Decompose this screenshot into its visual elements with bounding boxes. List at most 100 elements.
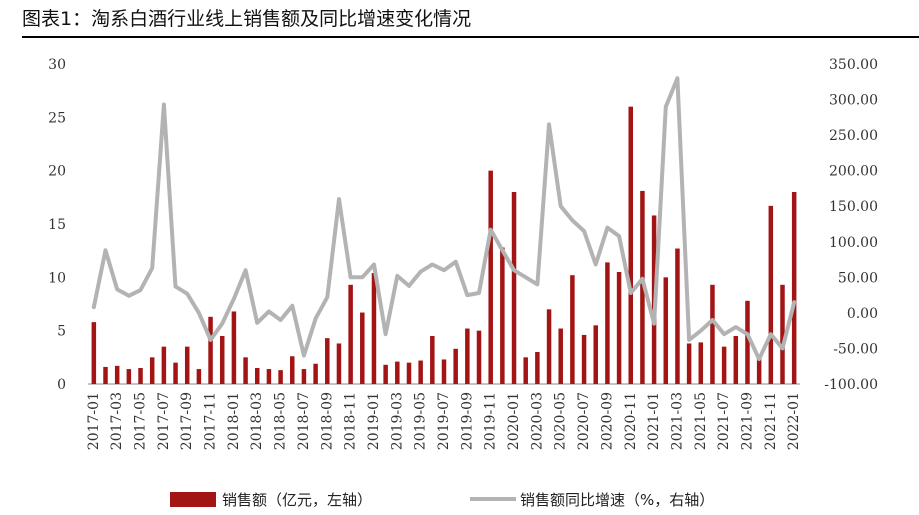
x-axis-tick: 2019-01 [366,392,382,450]
sales-bar [745,300,750,384]
sales-bar [546,309,552,384]
x-axis-tick: 2019-07 [436,392,452,450]
legend-line-label: 销售额同比增速（%，右轴） [520,491,714,509]
sales-bars [91,106,797,385]
sales-bar [581,334,587,384]
right-axis-tick: 300.00 [829,93,878,109]
x-axis-tick: 2021-05 [693,392,709,450]
x-axis-tick: 2017-01 [86,392,102,450]
sales-bar [91,322,97,384]
x-axis-tick: 2017-03 [109,392,125,450]
sales-bar [511,192,517,384]
sales-bar [500,247,505,384]
sales-bar [126,369,132,384]
sales-bar [570,275,575,384]
sales-bar [254,368,260,384]
chart-title: 图表1：淘系白酒行业线上销售额及同比增速变化情况 [22,8,472,30]
legend-bar-label: 销售额（亿元，左轴） [222,491,372,509]
sales-bar [208,316,213,384]
x-axis-tick: 2018-09 [319,392,335,450]
x-axis-tick: 2017-05 [133,392,149,450]
sales-bar [161,346,167,384]
sales-bar [453,348,458,384]
left-axis-tick: 15 [48,217,66,233]
sales-bar [698,342,704,384]
sales-bar [114,365,120,384]
right-axis-tick: 200.00 [829,164,878,180]
sales-bar [710,284,715,384]
sales-bar [266,369,272,384]
x-axis-tick: 2019-11 [483,392,499,450]
sales-bar [523,357,528,384]
right-axis-tick: 250.00 [829,128,878,144]
legend: 销售额（亿元，左轴） 销售额同比增速（%，右轴） [170,491,714,509]
x-axis-tick: 2020-03 [529,392,545,450]
x-axis-tick: 2021-07 [716,392,732,450]
sales-bar [278,370,283,384]
sales-bar [756,357,762,384]
x-axis-tick: 2021-01 [646,392,662,450]
sales-bar [301,369,307,384]
sales-bar [465,328,470,384]
x-axis-tick: 2021-09 [739,392,755,450]
sales-bar [476,330,482,384]
x-axis-tick: 2018-11 [343,392,359,450]
sales-bar [149,357,155,384]
x-axis: 2017-01 2017-03 2017-05 2017-07 2017-09 2017-… [86,392,802,450]
right-axis-tick: 100.00 [829,235,878,251]
chart-header: 图表1：淘系白酒行业线上销售额及同比增速变化情况 [0,0,919,40]
sales-bar [441,359,447,384]
x-axis-tick: 2018-07 [296,392,312,450]
x-axis-tick: 2019-09 [459,392,475,450]
x-axis-tick: 2020-11 [623,392,639,450]
sales-bar [406,362,412,384]
right-axis-tick: -50.00 [833,341,878,357]
sales-bar [348,284,353,384]
title-underline [22,36,919,38]
sales-bar [371,273,377,384]
sales-bar [675,248,680,384]
sales-bar [663,277,669,384]
left-axis-tick: 5 [57,324,66,340]
x-axis-tick: 2017-11 [203,392,219,450]
right-axis-tick: -100.00 [824,377,878,393]
sales-bar [558,328,563,384]
x-axis-tick: 2021-03 [669,392,685,450]
sales-bar [640,190,645,384]
right-axis-tick: 50.00 [838,270,878,286]
sales-bar [686,343,692,384]
x-axis-tick: 2018-01 [226,392,242,450]
sales-bar [605,262,610,384]
sales-bar [336,343,342,384]
sales-bar [196,369,202,384]
sales-bar [395,361,400,384]
sales-bar [721,346,727,384]
sales-bar [313,363,318,384]
sales-bar [780,284,785,384]
sales-bar [173,362,178,384]
left-axis-tick: 20 [48,164,66,180]
sales-bar [791,192,797,384]
sales-bar [231,311,237,384]
right-axis-tick: 350.00 [829,57,878,73]
x-axis-tick: 2019-05 [413,392,429,450]
growth-line [91,76,797,362]
x-axis-tick: 2020-07 [576,392,592,450]
right-axis-tick: 0.00 [847,306,878,322]
sales-bar [290,356,295,384]
x-axis-tick: 2018-05 [273,392,289,450]
sales-bar [138,368,143,384]
left-axis-tick: 30 [48,57,66,73]
sales-bar [593,325,598,384]
sales-bar [243,357,248,384]
sales-bar [768,205,774,384]
sales-bar [184,346,190,384]
sales-bar [430,336,435,384]
x-axis-tick: 2020-05 [553,392,569,450]
sales-bar [103,366,108,384]
sales-bar [733,336,739,384]
sales-bar [360,312,365,384]
left-axis-tick: 0 [57,377,66,393]
sales-bar [628,106,634,385]
